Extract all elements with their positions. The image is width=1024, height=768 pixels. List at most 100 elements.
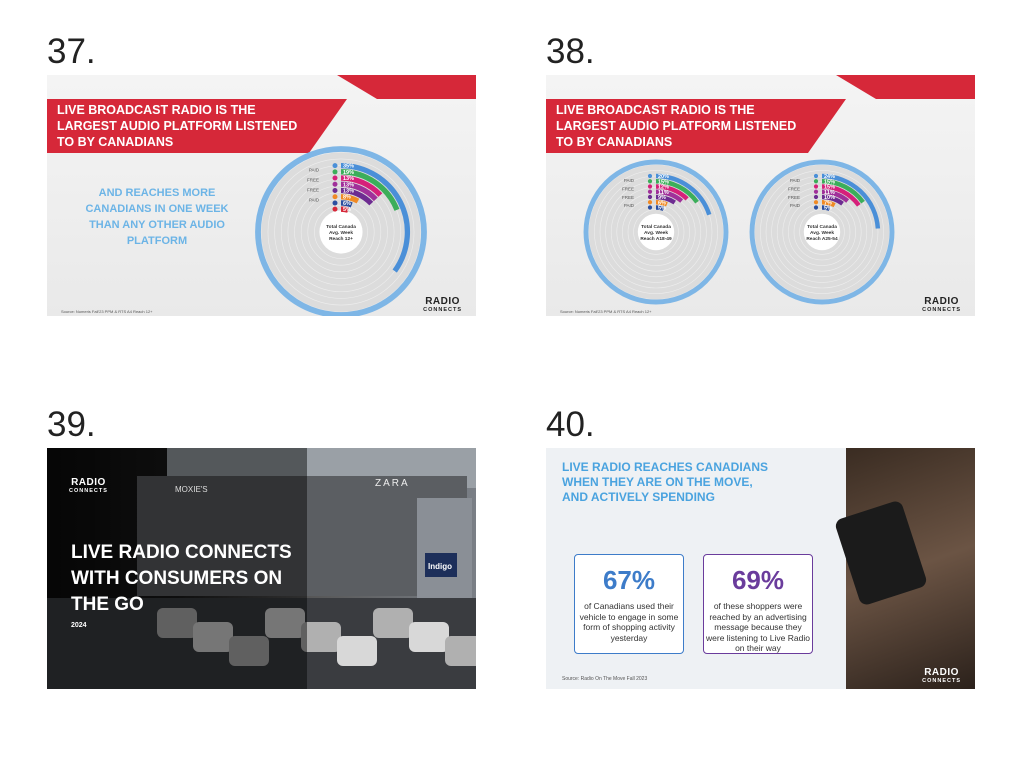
- logo-main: RADIO: [924, 296, 959, 307]
- stat-text-line: of these shoppers were: [713, 601, 803, 611]
- car: [157, 608, 197, 638]
- radial-chart: 24%15%15%11%10%7%5%PAIDFREEFREEPAIDTotal…: [749, 159, 895, 305]
- chart-center: [637, 213, 675, 251]
- logo-sub: CONNECTS: [423, 307, 462, 313]
- store-sign: MOXIE'S: [175, 485, 208, 494]
- source-note: Source: Numeris Fall'23 PPM & RTS A4 Rea…: [61, 309, 153, 314]
- slide: MOXIE'S ZARA Indigo RADIO CONNECTS LIVE RADIO…: [47, 448, 476, 689]
- side-label: PAID: [790, 203, 801, 208]
- center-label: Reach A25-54: [806, 236, 838, 242]
- slide-number: 40.: [546, 405, 595, 444]
- stat-box: 67% of Canadians used their vehicle to eng…: [574, 554, 684, 654]
- center-label: Avg. Week: [810, 230, 834, 236]
- slide-title-line: AND ACTIVELY SPENDING: [562, 490, 715, 504]
- indigo-sign: [425, 553, 457, 577]
- side-label: FREE: [307, 188, 319, 193]
- ring-icon: [647, 194, 653, 200]
- outer-ring: [749, 159, 895, 305]
- ring-label: 6%: [658, 200, 666, 206]
- slide-title: LIVE RADIO REACHES CANADIANS WHEN THEY AR…: [562, 460, 768, 505]
- stat-text-line: were listening to Live Radio: [706, 632, 810, 643]
- slide-title-line: LARGEST AUDIO PLATFORM LISTENED: [57, 119, 298, 133]
- side-label: FREE: [622, 186, 634, 191]
- stat-box: 69% of these shoppers were reached by an a…: [703, 554, 813, 654]
- ring-arc: [655, 184, 689, 201]
- ring-label: 5%: [824, 206, 832, 212]
- ring-label: 7%: [824, 200, 832, 206]
- car: [301, 622, 341, 652]
- chart-center: [319, 210, 363, 254]
- car: [193, 622, 233, 652]
- stat-text-line: form of shopping activity: [583, 622, 675, 632]
- store-sign: ZARA: [375, 478, 410, 489]
- ring-icon: [332, 194, 338, 200]
- side-label: PAID: [624, 203, 635, 208]
- car: [229, 636, 269, 666]
- ring-arc: [340, 181, 378, 202]
- ring-label: 5%: [658, 206, 666, 212]
- ring-icon: [647, 205, 653, 210]
- building: [137, 476, 467, 596]
- source-note: Source: Numeris Fall'23 PPM & RTS A4 Rea…: [560, 309, 652, 314]
- side-label: FREE: [788, 195, 800, 200]
- ring-label: 13%: [343, 182, 354, 188]
- ring-arc: [821, 194, 844, 206]
- stat-text-line: of Canadians used their: [584, 601, 674, 611]
- slide-title-line: LIVE RADIO CONNECTS: [71, 542, 292, 563]
- ring-label: 6%: [343, 201, 351, 207]
- stat-value: 67%: [602, 565, 656, 595]
- side-label: PAID: [309, 197, 320, 202]
- slide-subtitle-line: CANADIANS IN ONE WEEK: [85, 203, 229, 215]
- center-label: Avg. Week: [644, 230, 668, 236]
- red-band: [836, 75, 975, 99]
- store-front: [417, 498, 472, 598]
- ring-icon: [647, 189, 653, 194]
- guide-ring: [267, 158, 415, 306]
- ring-label: 15%: [824, 185, 835, 191]
- logo: RADIO CONNECTS: [423, 297, 462, 315]
- ring-arc: [655, 200, 668, 207]
- ring-label: 20%: [658, 174, 669, 180]
- center-label: Total Canada: [807, 224, 837, 230]
- guide-ring: [760, 170, 884, 294]
- ring-icon: [332, 169, 338, 175]
- stat-text-line: vehicle to engage in some: [579, 611, 679, 622]
- ring-label: 15%: [824, 179, 835, 185]
- ring-arc: [655, 194, 676, 205]
- slide-subtitle-line: AND REACHES MORE: [98, 187, 216, 199]
- logo: RADIO CONNECTS: [69, 478, 108, 496]
- ring-icon: [813, 205, 819, 210]
- slide-title-line: WHEN THEY ARE ON THE MOVE,: [562, 475, 753, 489]
- chart-center: [803, 213, 841, 251]
- center-label: Total Canada: [326, 224, 356, 230]
- ring-arc: [821, 189, 850, 203]
- ring-label: 9%: [658, 195, 666, 201]
- center-label: Avg. Week: [329, 230, 353, 236]
- slide-subtitle-line: PLATFORM: [126, 235, 188, 247]
- ring-arc: [821, 173, 881, 229]
- slide-subtitle-line: THAN ANY OTHER AUDIO: [89, 219, 225, 231]
- slide-graphics: 35%19%13%13%13%8%6%5%PAIDFREEFREEPAIDTot…: [47, 75, 476, 316]
- center-label: Total Canada: [641, 224, 671, 230]
- car: [265, 608, 305, 638]
- slide-title: LIVE BROADCAST RADIO IS THE LARGEST AUDIO…: [556, 102, 796, 150]
- slide-subtitle: AND REACHES MORE CANADIANS IN ONE WEEK THA…: [67, 185, 247, 249]
- outer-ring: [583, 159, 729, 305]
- shade: [47, 448, 307, 689]
- side-label: PAID: [309, 168, 320, 173]
- ring-icon: [332, 200, 338, 206]
- logo-sub: CONNECTS: [69, 488, 108, 494]
- side-label: FREE: [622, 195, 634, 200]
- stat-text-line: message because they: [714, 622, 802, 632]
- ring-arc: [821, 205, 831, 211]
- slide: 20% 15% 12% 11% 9% 6% 5% PAID FREE FREE PAID Total …: [546, 75, 975, 316]
- ring-arc: [655, 189, 684, 203]
- title-banner: [546, 99, 846, 153]
- slide: LIVE RADIO REACHES CANADIANS WHEN THEY AR…: [546, 448, 975, 689]
- ring-icon: [647, 173, 653, 179]
- car: [409, 622, 449, 652]
- ring-icon: [813, 194, 819, 200]
- ring-icon: [647, 200, 653, 205]
- ring-label: 11%: [658, 190, 669, 196]
